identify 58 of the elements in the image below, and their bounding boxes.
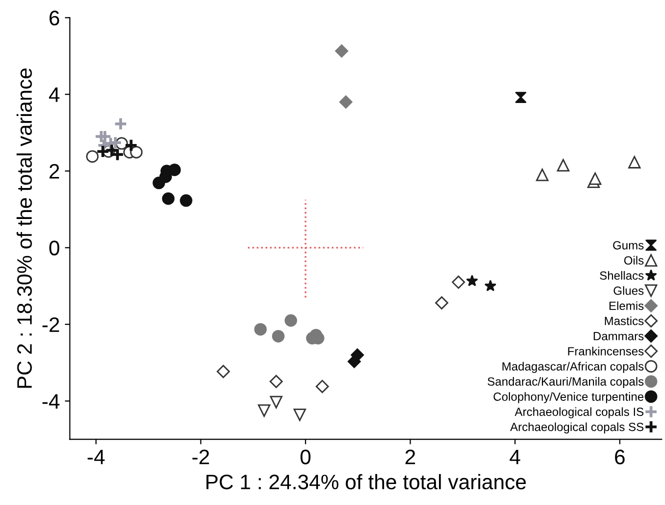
point [628, 156, 641, 168]
legend-label: Frankincenses [568, 346, 644, 356]
legend-label: Mastics [604, 316, 644, 326]
point [270, 396, 282, 408]
point [515, 92, 526, 103]
y-tick-label: -2 [42, 317, 60, 332]
point [335, 44, 348, 58]
point [258, 404, 270, 417]
y-axis-title: PC 2 : 18.30% of the total variance [16, 68, 32, 388]
legend-label: Elemis [610, 301, 644, 310]
legend-label: Sandarac/Kauri/Manila copals [488, 377, 644, 388]
point [114, 116, 128, 131]
x-tick-label: 2 [406, 450, 416, 464]
y-tick-label: 4 [48, 88, 60, 102]
point [180, 194, 192, 207]
legend-label: Archaeological copals SS [510, 422, 644, 434]
point [86, 150, 99, 163]
legend-label: Colophony/Venice turpentine [494, 392, 644, 404]
point [162, 192, 175, 205]
point [466, 274, 478, 286]
legend-label: Glues [614, 286, 644, 295]
point [339, 95, 352, 109]
legend-label: Madagascar/African copals [502, 362, 644, 373]
point [284, 314, 298, 327]
point [270, 374, 283, 388]
legend-label: Oils [624, 256, 644, 265]
x-tick-label: -4 [88, 450, 105, 464]
point [316, 380, 329, 394]
x-tick-label: 4 [510, 450, 520, 464]
point [216, 364, 230, 378]
point [294, 408, 306, 422]
point [130, 146, 143, 158]
legend-label: Gums [613, 241, 644, 250]
x-tick-label: 0 [300, 450, 310, 464]
point [556, 159, 570, 172]
point [96, 144, 110, 158]
legend-label: Archaeological copals IS [514, 407, 644, 418]
y-tick-label: 0 [49, 240, 60, 256]
legend-label: Shellacs [600, 271, 644, 280]
point [98, 130, 112, 144]
point [536, 168, 549, 182]
x-tick-label: -2 [192, 450, 209, 464]
point [254, 323, 267, 336]
point [435, 296, 448, 310]
point [104, 143, 119, 158]
point [348, 354, 361, 368]
y-tick-label: 2 [50, 164, 60, 179]
point [484, 280, 496, 292]
point [588, 172, 602, 185]
x-tick-label: 6 [615, 450, 625, 464]
point [452, 276, 466, 289]
x-axis-title: PC 1 : 24.34% of the total variance [206, 474, 526, 490]
point [110, 148, 124, 162]
point [272, 330, 285, 342]
y-tick-label: -4 [42, 394, 60, 409]
y-tick-label: 6 [50, 10, 60, 26]
legend-label: Dammars [594, 332, 644, 340]
point [124, 138, 138, 152]
